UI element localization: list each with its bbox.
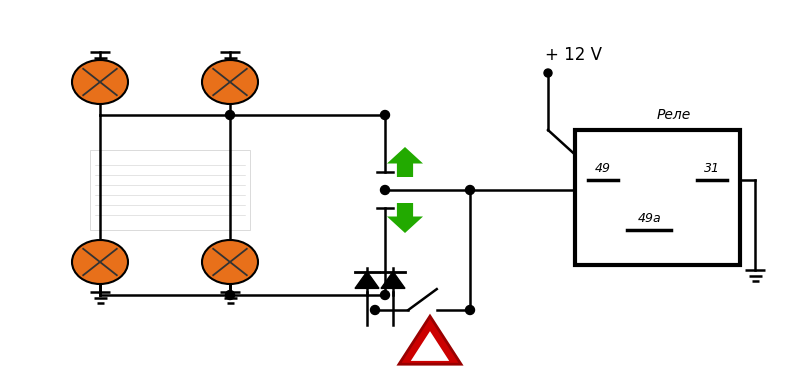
- Circle shape: [466, 185, 474, 195]
- Text: Реле: Реле: [657, 108, 691, 122]
- Text: + 12 V: + 12 V: [545, 46, 602, 64]
- Polygon shape: [387, 203, 423, 233]
- Text: 31: 31: [704, 162, 720, 174]
- Ellipse shape: [202, 240, 258, 284]
- Circle shape: [544, 69, 552, 77]
- Ellipse shape: [202, 60, 258, 104]
- Ellipse shape: [72, 240, 128, 284]
- Circle shape: [226, 291, 234, 300]
- Polygon shape: [387, 147, 423, 177]
- Polygon shape: [410, 331, 450, 361]
- Polygon shape: [381, 271, 405, 288]
- Circle shape: [226, 111, 234, 119]
- Polygon shape: [399, 316, 461, 364]
- Circle shape: [381, 291, 390, 300]
- Text: 49: 49: [595, 162, 611, 174]
- Bar: [575, 130, 740, 265]
- Circle shape: [466, 306, 474, 314]
- Polygon shape: [355, 271, 379, 288]
- Circle shape: [381, 111, 390, 119]
- Circle shape: [381, 185, 390, 195]
- Text: 49a: 49a: [638, 212, 661, 225]
- Bar: [90, 150, 250, 230]
- Ellipse shape: [72, 60, 128, 104]
- Circle shape: [370, 306, 379, 314]
